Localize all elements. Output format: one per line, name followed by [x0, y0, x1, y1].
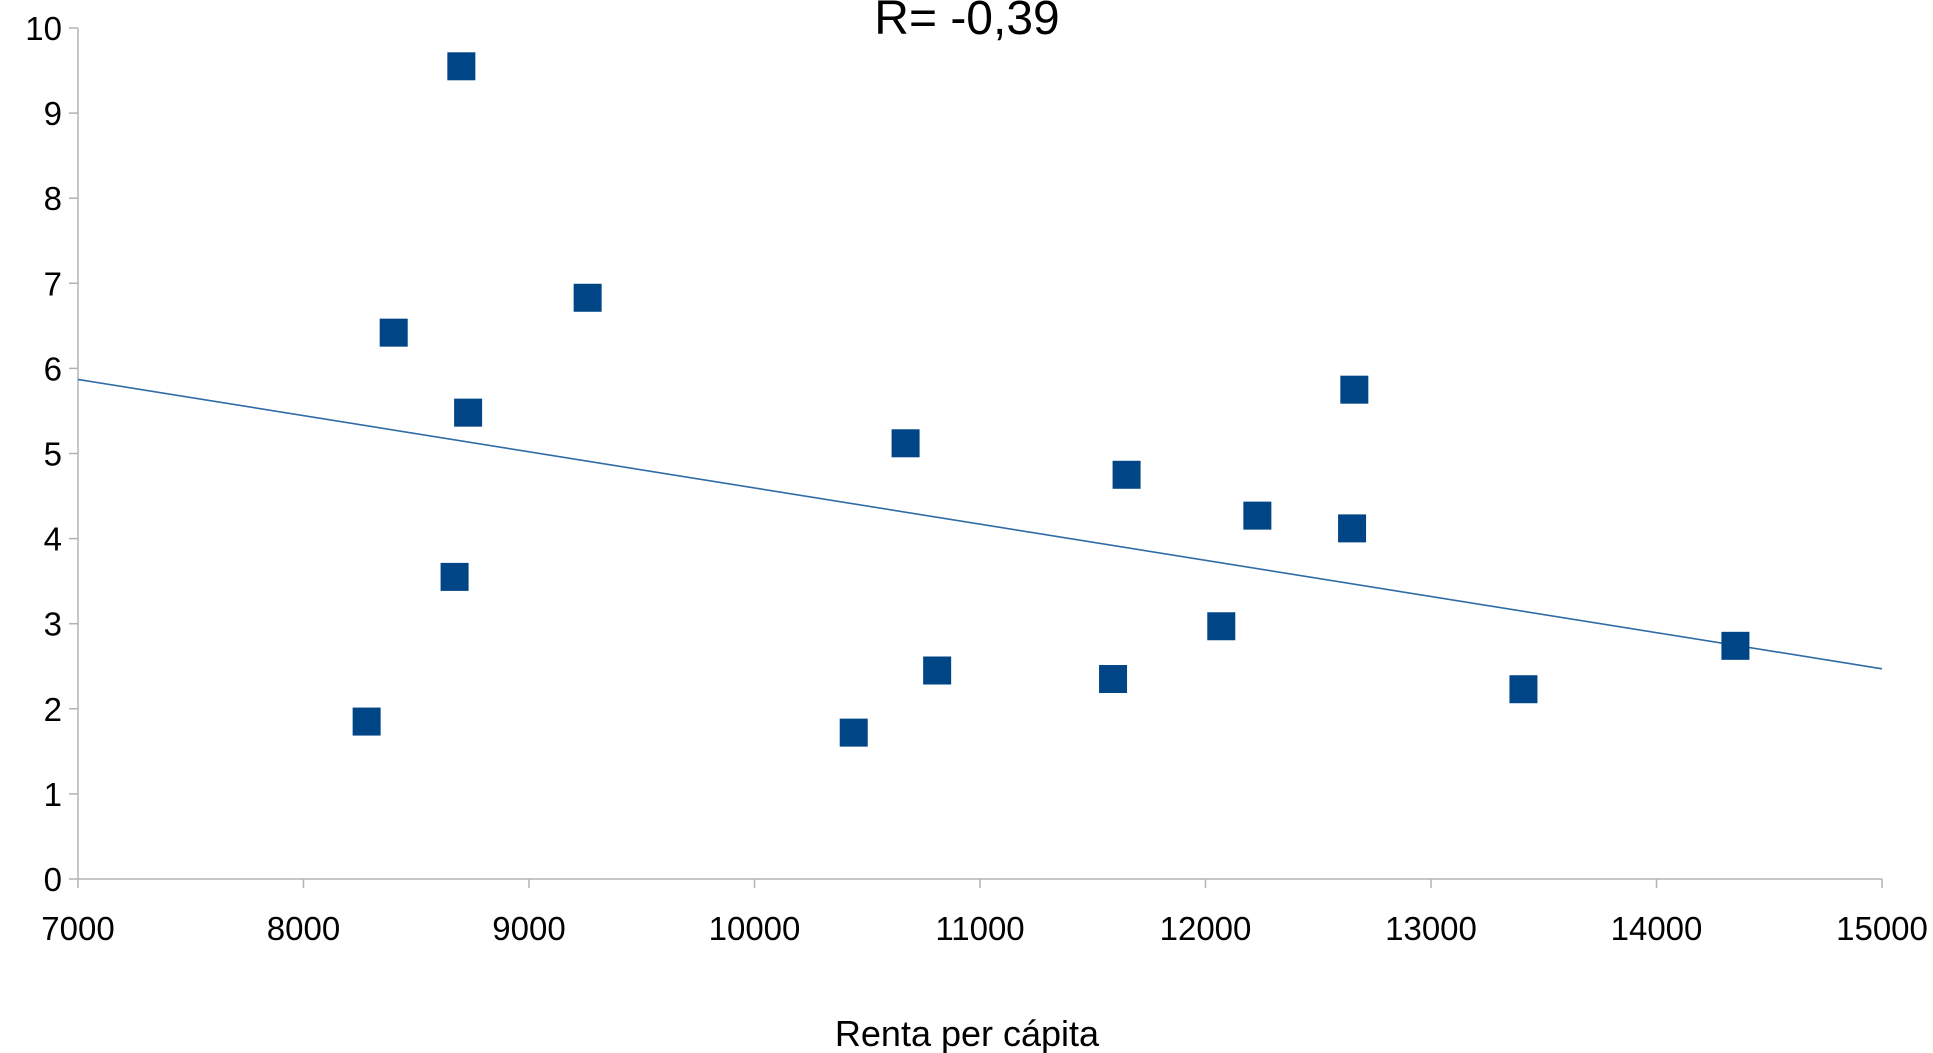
data-point: [1509, 675, 1538, 704]
y-tick-label: 1: [44, 776, 62, 813]
data-point: [1112, 460, 1141, 489]
x-tick-label: 8000: [267, 910, 340, 947]
x-tick-label: 14000: [1611, 910, 1703, 947]
data-points: [352, 52, 1750, 747]
data-point: [440, 562, 469, 591]
x-tick-label: 10000: [709, 910, 801, 947]
data-point: [1207, 612, 1236, 641]
y-tick-label: 3: [44, 606, 62, 643]
y-tick-label: 6: [44, 350, 62, 387]
x-tick-label: 9000: [492, 910, 565, 947]
data-point: [1243, 501, 1272, 530]
trendline: [77, 378, 1883, 670]
data-point: [1721, 631, 1750, 660]
y-tick-label: 0: [44, 861, 62, 898]
data-point: [923, 656, 952, 685]
x-tick-label: 12000: [1160, 910, 1252, 947]
chart-title: R= -0,39: [874, 0, 1059, 45]
data-point: [839, 718, 868, 747]
data-point: [352, 707, 381, 736]
x-tick-label: 13000: [1385, 910, 1477, 947]
data-point: [1099, 665, 1128, 694]
data-point: [454, 398, 483, 427]
data-point: [1340, 375, 1369, 404]
axes: 0 1 2 3 4 5 6 7 8 9 10 7000 8000 9000 10000 11000 12000 1…: [25, 10, 1928, 947]
y-tick-label: 10: [25, 10, 62, 47]
y-tick-label: 4: [44, 521, 62, 558]
y-tick-label: 9: [44, 95, 62, 132]
x-tick-label: 7000: [41, 910, 114, 947]
y-tick-label: 7: [44, 265, 62, 302]
y-tick-label: 8: [44, 180, 62, 217]
data-point: [447, 52, 476, 81]
x-axis-title: Renta per cápita: [835, 1013, 1100, 1053]
trendline-layer: [77, 378, 1883, 670]
data-point: [379, 318, 408, 347]
y-tick-label: 2: [44, 691, 62, 728]
y-tick-label: 5: [44, 436, 62, 473]
x-tick-label: 11000: [935, 910, 1024, 947]
data-point: [1338, 514, 1367, 543]
x-tick-label: 15000: [1836, 910, 1928, 947]
data-point: [573, 283, 602, 312]
data-point: [891, 429, 920, 458]
